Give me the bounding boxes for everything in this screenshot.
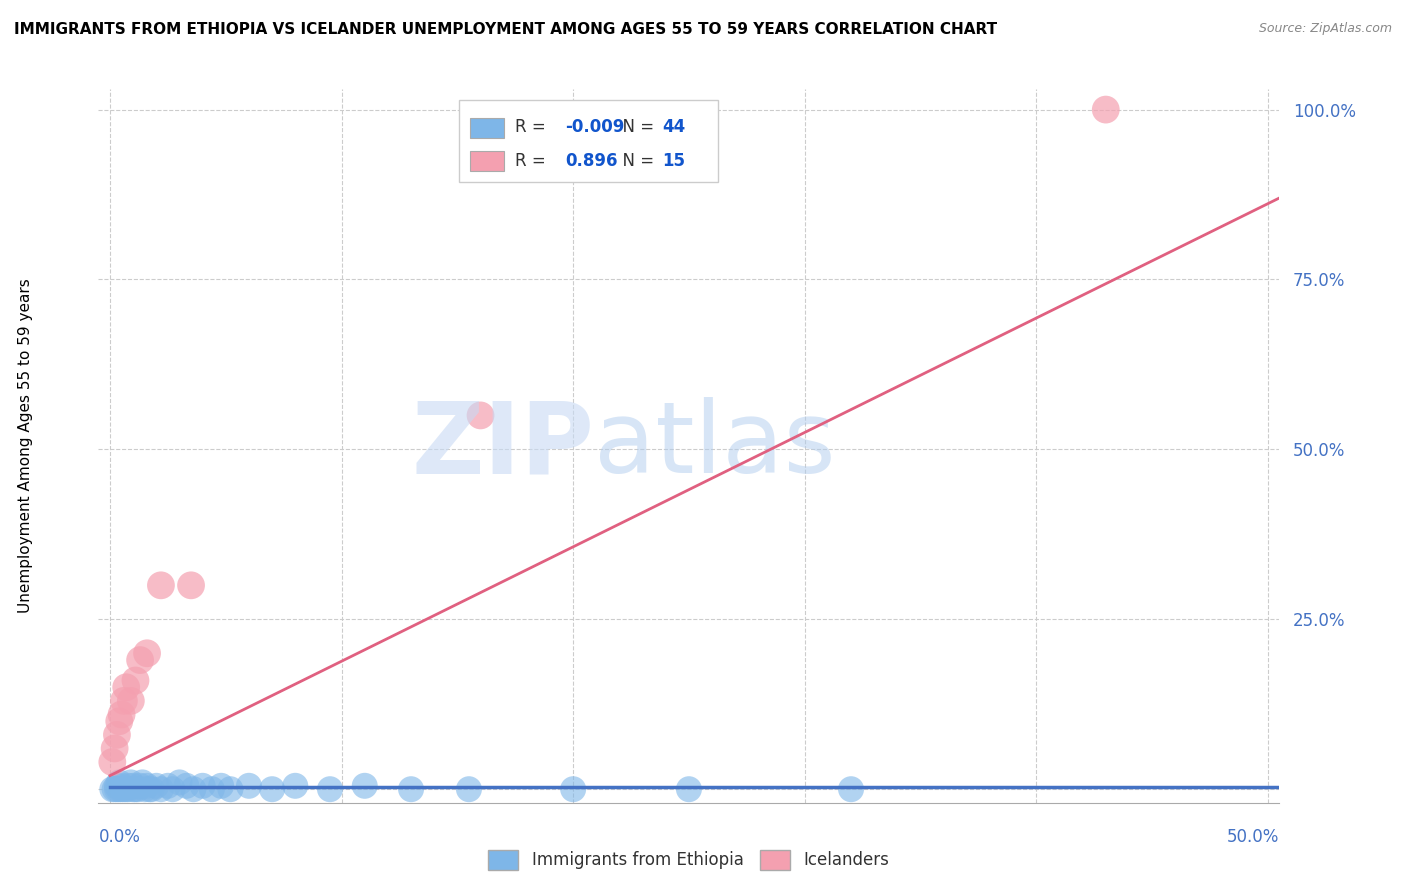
Text: 0.0%: 0.0%: [98, 828, 141, 846]
Point: [124, 673, 146, 688]
Point: [110, 707, 132, 722]
Text: IMMIGRANTS FROM ETHIOPIA VS ICELANDER UNEMPLOYMENT AMONG AGES 55 TO 59 YEARS COR: IMMIGRANTS FROM ETHIOPIA VS ICELANDER UN…: [14, 22, 997, 37]
Text: R =: R =: [516, 118, 551, 136]
Point: [115, 680, 138, 694]
Text: atlas: atlas: [595, 398, 837, 494]
Point: [112, 782, 135, 797]
Point: [399, 782, 422, 797]
Point: [162, 782, 184, 797]
Point: [219, 782, 242, 797]
Text: 15: 15: [662, 152, 685, 169]
Point: [117, 782, 139, 797]
Bar: [471, 152, 503, 171]
Point: [201, 782, 224, 797]
Point: [136, 646, 159, 660]
Point: [180, 578, 202, 592]
Point: [108, 775, 131, 789]
Point: [131, 775, 153, 789]
Point: [458, 782, 481, 797]
Point: [124, 782, 146, 797]
Point: [110, 779, 132, 793]
Text: 44: 44: [662, 118, 685, 136]
Point: [104, 782, 127, 797]
Point: [262, 782, 284, 797]
Point: [138, 782, 160, 797]
Point: [169, 775, 191, 789]
Point: [136, 779, 159, 793]
Point: [678, 782, 700, 797]
Point: [183, 782, 205, 797]
Text: N =: N =: [612, 152, 659, 169]
Point: [319, 782, 342, 797]
Point: [112, 694, 135, 708]
Point: [117, 779, 139, 793]
Point: [176, 779, 198, 793]
Point: [122, 779, 145, 793]
Point: [145, 779, 167, 793]
Point: [284, 779, 307, 793]
Point: [115, 782, 138, 797]
Point: [101, 755, 124, 769]
Point: [101, 782, 124, 797]
Point: [108, 782, 131, 797]
Point: [134, 782, 156, 797]
FancyBboxPatch shape: [458, 100, 718, 182]
Point: [105, 728, 128, 742]
Point: [149, 782, 172, 797]
Text: Source: ZipAtlas.com: Source: ZipAtlas.com: [1258, 22, 1392, 36]
Point: [191, 779, 214, 793]
Point: [1094, 103, 1116, 117]
Point: [562, 782, 585, 797]
Text: N =: N =: [612, 118, 659, 136]
Point: [238, 779, 260, 793]
Point: [105, 782, 128, 797]
Text: -0.009: -0.009: [565, 118, 624, 136]
Legend: Immigrants from Ethiopia, Icelanders: Immigrants from Ethiopia, Icelanders: [482, 843, 896, 877]
Point: [108, 714, 131, 729]
Point: [120, 775, 142, 789]
Point: [149, 578, 172, 592]
Point: [105, 779, 128, 793]
Text: 0.896: 0.896: [565, 152, 617, 169]
Point: [122, 782, 145, 797]
Point: [129, 653, 152, 667]
Point: [110, 782, 132, 797]
Text: 50.0%: 50.0%: [1227, 828, 1279, 846]
Point: [470, 409, 492, 423]
Point: [353, 779, 375, 793]
Point: [156, 779, 179, 793]
Text: Unemployment Among Ages 55 to 59 years: Unemployment Among Ages 55 to 59 years: [18, 278, 32, 614]
Point: [127, 782, 149, 797]
Point: [209, 779, 232, 793]
Point: [120, 694, 142, 708]
Bar: [471, 118, 503, 137]
Point: [141, 782, 163, 797]
Point: [839, 782, 862, 797]
Text: R =: R =: [516, 152, 557, 169]
Text: ZIP: ZIP: [412, 398, 595, 494]
Point: [129, 779, 152, 793]
Point: [104, 741, 127, 756]
